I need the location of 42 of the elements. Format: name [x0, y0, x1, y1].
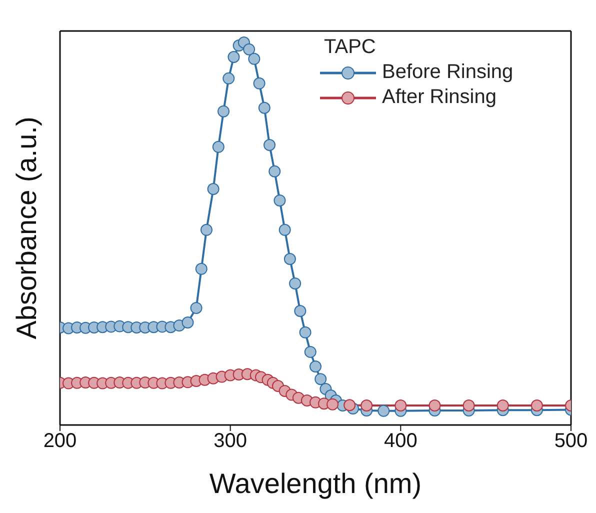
point — [496, 399, 509, 412]
point — [428, 399, 441, 412]
point — [253, 77, 266, 90]
x-tick-label: 300 — [214, 430, 248, 452]
x-tick-label: 400 — [384, 430, 418, 452]
point — [310, 360, 322, 372]
point — [299, 326, 312, 338]
point — [182, 316, 194, 328]
point — [264, 138, 276, 151]
point — [268, 165, 281, 178]
point — [344, 399, 356, 412]
point — [212, 140, 224, 153]
point — [190, 302, 202, 314]
point — [294, 305, 306, 318]
point — [284, 252, 296, 265]
point — [195, 262, 208, 275]
point — [326, 398, 339, 410]
point — [207, 182, 220, 195]
x-axis-title: Wavelength (nm) — [209, 468, 422, 499]
y-axis-title: Absorbance (a.u.) — [10, 116, 42, 340]
point — [314, 373, 327, 386]
x-tick-label: 200 — [43, 430, 77, 452]
point — [360, 399, 373, 412]
point — [530, 399, 543, 412]
point — [304, 346, 316, 358]
point — [278, 224, 291, 236]
point — [248, 52, 260, 65]
point — [200, 224, 212, 236]
point — [274, 194, 286, 206]
point — [289, 277, 302, 290]
legend-label: Before Rinsing — [382, 61, 514, 84]
point — [258, 102, 270, 114]
point — [243, 43, 256, 56]
x-tick-label: 500 — [554, 430, 588, 452]
point — [222, 72, 235, 84]
point — [378, 404, 390, 417]
point — [462, 399, 475, 412]
point — [218, 105, 230, 118]
point — [394, 399, 407, 412]
legend-label: After Rinsing — [382, 86, 496, 109]
point — [228, 51, 240, 64]
legend-title: TAPC — [324, 36, 377, 59]
